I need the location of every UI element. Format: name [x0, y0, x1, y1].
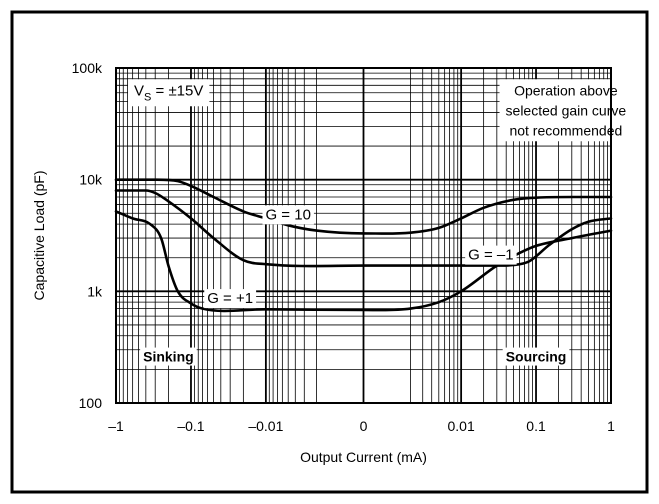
note-line-1: selected gain curve — [506, 102, 627, 118]
x-tick-label: 1 — [607, 418, 615, 434]
note-line-2: not recommended — [509, 122, 622, 138]
region-label-sourcing: Sourcing — [506, 349, 567, 365]
region-label-sinking-bg — [140, 347, 197, 366]
plot-border — [115, 67, 612, 404]
region-label-sourcing-bg — [502, 347, 570, 366]
x-tick-label: 0 — [360, 418, 368, 434]
series-label-0: G = 10 — [265, 206, 310, 223]
condition-symbol: V — [134, 82, 144, 99]
note-line-0: Operation above — [514, 82, 618, 98]
x-tick-label: –1 — [108, 418, 124, 434]
condition-group: VS = ±15V — [128, 79, 210, 107]
x-tick-label: –0.01 — [248, 418, 283, 434]
condition-subscript: S — [144, 91, 151, 103]
series-label-2-bg — [204, 289, 257, 309]
series-label-0-bg — [262, 205, 314, 225]
series-line-2 — [114, 210, 613, 313]
y-axis-label: Capacitive Load (pF) — [31, 171, 47, 301]
condition-text: VS = ±15V — [134, 82, 203, 103]
y-tick-label: 1k — [87, 283, 103, 299]
series-label-1: G = –1 — [468, 247, 513, 264]
major-gridlines — [116, 68, 611, 403]
region-label-sinking: Sinking — [143, 349, 194, 365]
condition-bg — [128, 79, 210, 107]
condition-value: = ±15V — [151, 82, 203, 99]
tick-labels: –1 –0.1 –0.01 0 0.01 0.1 1 100 1k 10k 100k — [72, 60, 615, 434]
note-group: Operation above selected gain curve not re… — [499, 79, 633, 142]
y-tick-label: 100 — [79, 395, 103, 411]
x-tick-label: 0.1 — [526, 418, 546, 434]
y-tick-label: 100k — [72, 60, 103, 76]
series-label-1-bg — [465, 245, 517, 265]
y-tick-label: 10k — [79, 172, 103, 188]
series-label-2: G = +1 — [207, 290, 253, 307]
series-layer — [114, 178, 613, 313]
x-tick-label: –0.1 — [177, 418, 204, 434]
x-tick-label: 0.01 — [448, 418, 475, 434]
x-axis-label: Output Current (mA) — [300, 449, 427, 465]
series-line-0 — [114, 178, 613, 235]
